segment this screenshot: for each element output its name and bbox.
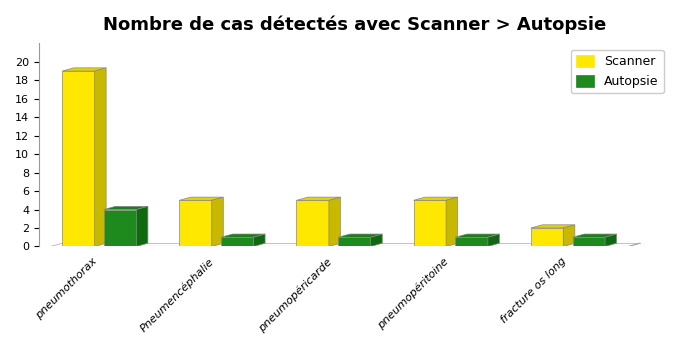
Polygon shape [221, 237, 253, 246]
Polygon shape [531, 228, 563, 246]
Polygon shape [104, 206, 148, 209]
Title: Nombre de cas détectés avec Scanner > Autopsie: Nombre de cas détectés avec Scanner > Au… [103, 15, 606, 34]
Polygon shape [179, 200, 212, 246]
Polygon shape [104, 209, 136, 246]
Polygon shape [338, 237, 371, 246]
Polygon shape [62, 68, 106, 71]
Polygon shape [212, 197, 223, 246]
Polygon shape [531, 225, 575, 228]
Polygon shape [456, 237, 488, 246]
Polygon shape [371, 234, 382, 246]
Polygon shape [446, 197, 458, 246]
Polygon shape [605, 234, 616, 246]
Polygon shape [136, 206, 148, 246]
Polygon shape [573, 237, 605, 246]
Polygon shape [297, 200, 329, 246]
Polygon shape [488, 234, 499, 246]
Polygon shape [95, 68, 106, 246]
Polygon shape [563, 225, 575, 246]
Polygon shape [297, 197, 340, 200]
Polygon shape [456, 234, 499, 237]
Polygon shape [414, 200, 446, 246]
Polygon shape [573, 234, 616, 237]
Legend: Scanner, Autopsie: Scanner, Autopsie [571, 50, 664, 93]
Polygon shape [329, 197, 340, 246]
Polygon shape [414, 197, 458, 200]
Polygon shape [221, 234, 265, 237]
Polygon shape [253, 234, 265, 246]
Polygon shape [179, 197, 223, 200]
Polygon shape [338, 234, 382, 237]
Polygon shape [62, 71, 95, 246]
